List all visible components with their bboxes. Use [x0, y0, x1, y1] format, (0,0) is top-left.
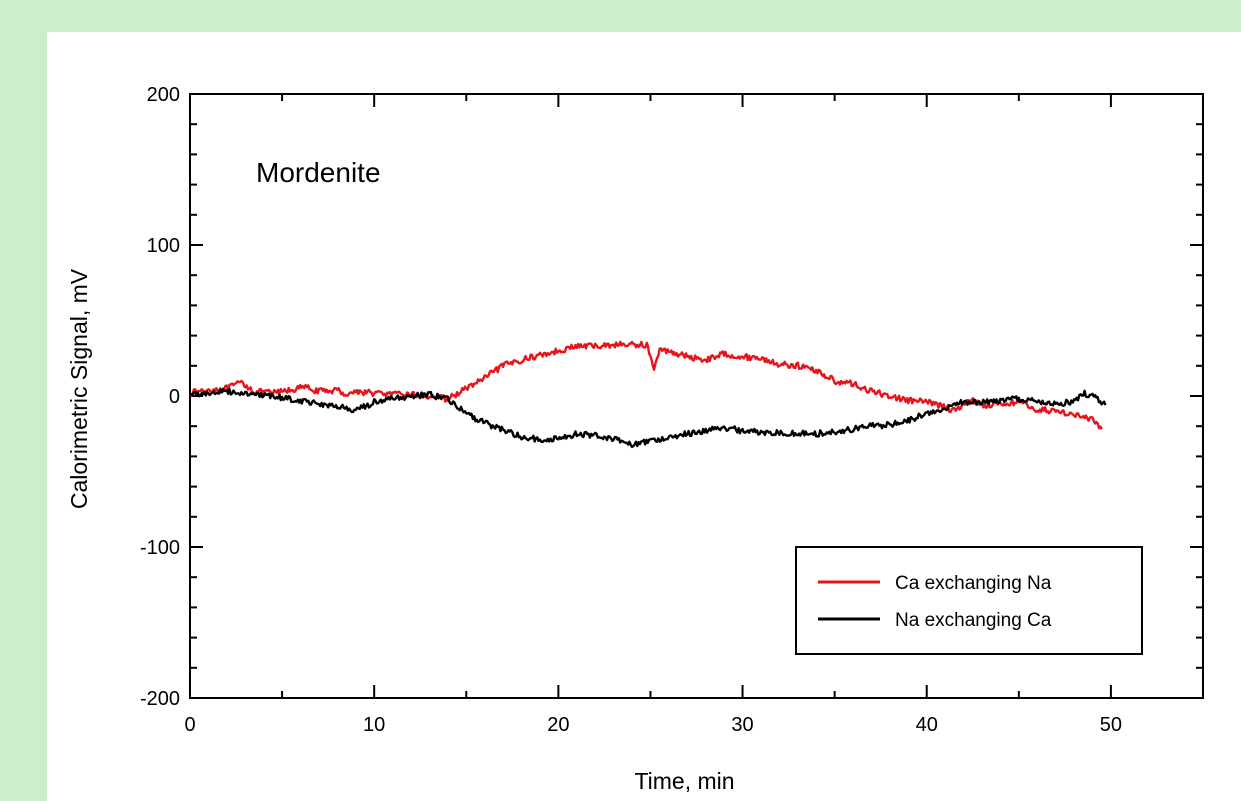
legend-label-1: Ca exchanging Na — [895, 573, 1052, 594]
axis-ticks — [189, 93, 1204, 699]
legend-label-2: Na exchanging Ca — [895, 610, 1052, 631]
chart-panel: 0 10 20 30 40 50 -200 -100 0 100 200 Mordenite Tim… — [47, 32, 1241, 801]
series-lines — [189, 340, 1107, 449]
chart-annotation: Mordenite — [256, 157, 381, 188]
series-line-2 — [189, 387, 1107, 449]
y-tick-label: 100 — [147, 235, 180, 257]
tick-labels: 0 10 20 30 40 50 -200 -100 0 100 200 — [140, 84, 1122, 736]
x-tick-label: 50 — [1100, 714, 1122, 736]
legend-box — [795, 546, 1143, 655]
x-tick-label: 40 — [916, 714, 938, 736]
series-line-1 — [189, 340, 1103, 430]
y-tick-label: -200 — [140, 688, 180, 710]
x-tick-label: 10 — [363, 714, 385, 736]
x-axis-label: Time, min — [634, 768, 734, 794]
y-axis-label: Calorimetric Signal, mV — [66, 268, 92, 509]
legend: Ca exchanging Na Na exchanging Ca — [795, 546, 1143, 655]
x-tick-label: 20 — [547, 714, 569, 736]
y-tick-label: 0 — [169, 386, 180, 408]
x-tick-label: 30 — [731, 714, 753, 736]
calorimetric-chart: 0 10 20 30 40 50 -200 -100 0 100 200 Mordenite Tim… — [66, 84, 1204, 794]
x-tick-label: 0 — [184, 714, 195, 736]
y-tick-label: -100 — [140, 537, 180, 559]
y-tick-label: 200 — [147, 84, 180, 106]
